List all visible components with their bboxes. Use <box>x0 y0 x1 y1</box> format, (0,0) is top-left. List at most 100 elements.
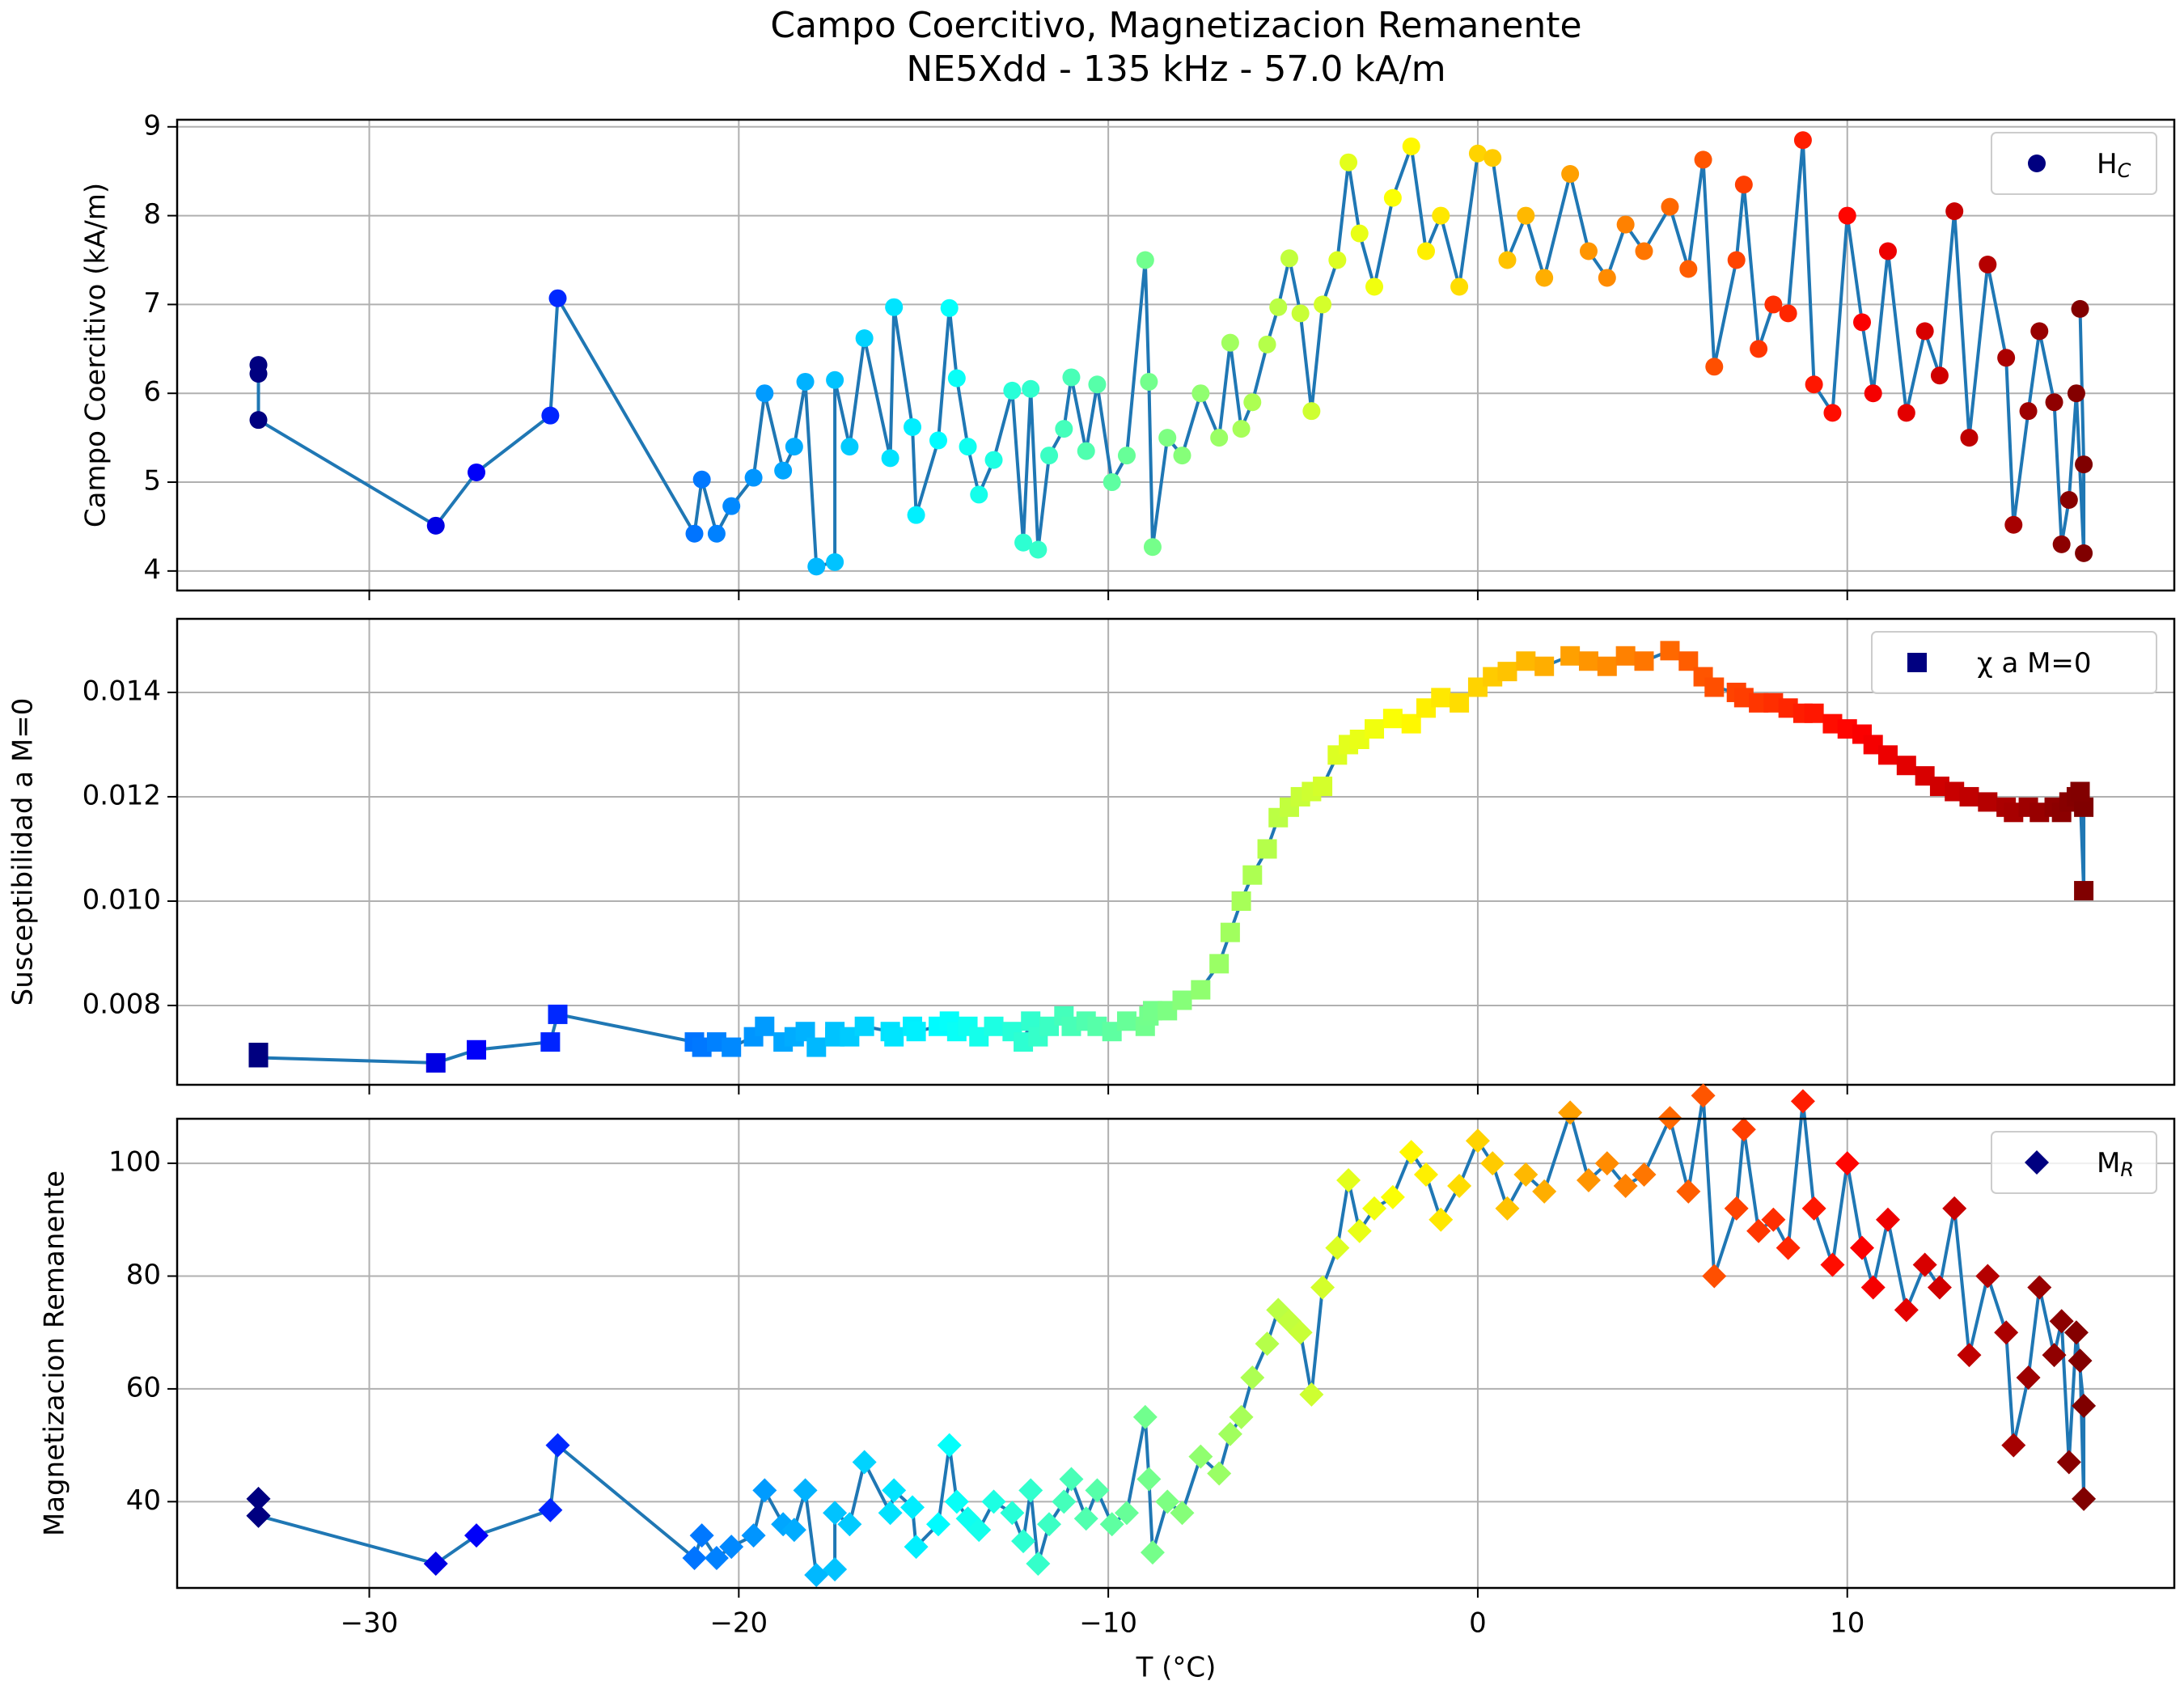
data-point <box>2001 1433 2026 1458</box>
data-point <box>1576 1167 1601 1192</box>
data-point <box>1746 1218 1771 1243</box>
data-point <box>1850 1235 1875 1260</box>
data-point <box>1383 188 1402 207</box>
data-point <box>959 438 977 456</box>
data-point <box>781 1518 806 1543</box>
data-point <box>2027 1275 2052 1300</box>
data-point <box>1232 420 1251 438</box>
data-point <box>785 438 803 456</box>
data-point <box>840 438 859 456</box>
legend-label-sub: C <box>2118 159 2131 182</box>
data-point <box>944 1489 969 1514</box>
data-point <box>756 384 774 403</box>
data-point <box>1029 540 1048 559</box>
data-point <box>1702 1264 1727 1289</box>
data-point <box>1838 206 1856 225</box>
data-point <box>1116 1011 1136 1031</box>
data-point <box>685 524 704 543</box>
data-point <box>1616 215 1635 234</box>
y-tick-label: 60 <box>126 1371 161 1404</box>
data-point <box>2075 455 2093 474</box>
data-point <box>1578 651 1598 671</box>
data-point <box>1313 777 1333 797</box>
data-point <box>852 1450 877 1475</box>
data-point <box>468 463 486 481</box>
y-tick-label: 80 <box>126 1259 161 1291</box>
data-point <box>1220 922 1240 942</box>
y-axis-label: Susceptibilidad a M=0 <box>7 698 40 1006</box>
data-point <box>1705 358 1724 376</box>
data-point <box>1428 1207 1454 1232</box>
legend-label-main: H <box>2097 148 2118 180</box>
panel: 0.008 0.010 0.012 0.014 Susceptibilidad a M=… <box>7 617 2176 1094</box>
data-point <box>545 1433 570 1458</box>
data-point <box>541 406 560 425</box>
legend-marker <box>1907 653 1927 672</box>
data-point <box>1480 1151 1505 1176</box>
data-point <box>1516 651 1536 671</box>
data-point <box>1229 1404 1254 1429</box>
y-tick-label: 9 <box>143 109 161 142</box>
legend-label: MR <box>2097 1147 2134 1182</box>
data-point <box>1158 429 1177 447</box>
data-point <box>1704 677 1725 697</box>
data-point <box>755 1016 775 1036</box>
data-point <box>2072 1486 2097 1511</box>
data-point <box>744 468 763 487</box>
data-point <box>881 449 899 468</box>
x-tick-label: −30 <box>341 1607 399 1640</box>
data-point <box>1155 1489 1180 1514</box>
data-point <box>2004 515 2023 534</box>
data-point <box>1132 1404 1158 1429</box>
data-point <box>793 1478 818 1503</box>
data-point <box>1927 1275 1952 1300</box>
data-point <box>722 1037 742 1057</box>
x-tick-label: 0 <box>1469 1607 1487 1640</box>
data-point <box>1136 251 1154 269</box>
data-point <box>1243 393 1262 412</box>
data-point <box>1877 745 1898 765</box>
data-point <box>1140 372 1158 391</box>
data-point <box>967 1518 992 1543</box>
data-point <box>1447 1173 1472 1198</box>
data-point <box>1764 295 1783 314</box>
data-point <box>1875 1207 1900 1232</box>
data-point <box>1498 251 1517 269</box>
data-point <box>1513 1162 1539 1188</box>
data-point <box>1325 1235 1350 1260</box>
legend-label-sub: R <box>2120 1158 2134 1181</box>
data-point <box>704 1546 729 1571</box>
data-point <box>1896 756 1916 776</box>
data-point <box>904 1535 929 1560</box>
axes-frame <box>176 118 2176 592</box>
data-point <box>464 1523 489 1548</box>
data-point <box>1731 1117 1756 1142</box>
data-point <box>1894 1298 1919 1323</box>
axes-frame <box>176 617 2176 1086</box>
data-point <box>1077 442 1095 460</box>
data-point <box>1170 1501 1195 1526</box>
data-point <box>467 1039 487 1060</box>
data-point <box>1497 662 1517 682</box>
data-point <box>1878 242 1897 260</box>
legend-marker <box>2025 1150 2049 1175</box>
y-tick-label: 0.008 <box>83 988 161 1020</box>
data-point <box>2075 544 2093 562</box>
data-point <box>1465 1128 1490 1154</box>
data-point <box>1793 131 1812 150</box>
data-point <box>884 1027 904 1047</box>
data-point <box>1011 1529 1036 1554</box>
data-point <box>1679 260 1698 278</box>
data-point <box>2030 322 2049 341</box>
data-point <box>1495 1196 1520 1221</box>
data-point <box>1310 1275 1335 1300</box>
y-tick-label: 5 <box>143 465 161 497</box>
data-point <box>1979 255 1997 273</box>
data-point <box>1136 1467 1162 1492</box>
data-point <box>1535 269 1554 287</box>
data-point <box>1188 1444 1213 1469</box>
data-point <box>425 1052 446 1073</box>
legend-label-main: M <box>2097 1147 2120 1179</box>
data-point <box>885 298 904 316</box>
data-point <box>837 1512 862 1537</box>
